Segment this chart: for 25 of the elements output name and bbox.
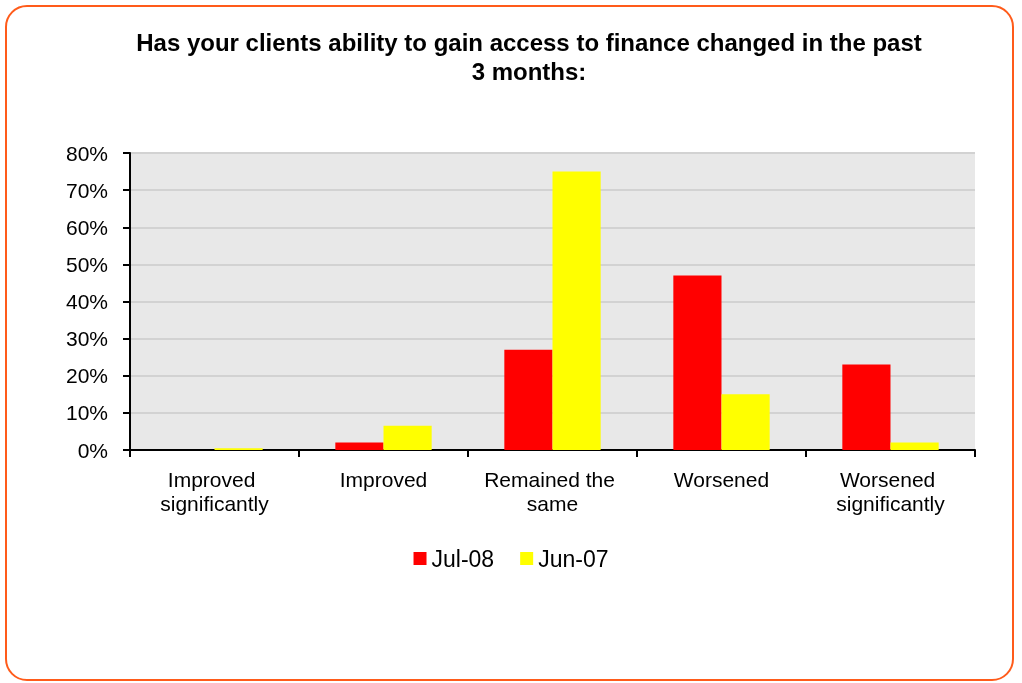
y-tick-label: 60% [65, 215, 108, 239]
chart-title: Has your clients ability to gain access to finance changed in the past 3 months: [135, 28, 923, 86]
bar [721, 394, 770, 450]
bar [383, 425, 432, 450]
y-tick-label: 20% [65, 364, 108, 388]
x-tick-label: Worsened [673, 467, 770, 491]
y-tick-label: 50% [65, 252, 108, 276]
y-tick-label: 70% [65, 178, 108, 202]
legend-label: Jul-08 [431, 545, 495, 572]
bar [842, 364, 891, 450]
y-tick-label: 10% [65, 401, 108, 425]
x-tick-label: Remained the same [484, 467, 621, 515]
legend-label: Jun-07 [538, 545, 609, 572]
bar [890, 442, 939, 450]
y-tick-label: 80% [65, 141, 108, 165]
x-tick-label: Worsened significantly [836, 467, 946, 515]
x-tick-label: Improved significantly [160, 467, 270, 515]
y-tick-label: 0% [77, 438, 108, 462]
y-tick-label: 40% [65, 290, 108, 313]
bar [673, 275, 722, 450]
bar [552, 171, 601, 450]
bar [504, 349, 553, 450]
x-tick-label: Improved [339, 467, 428, 491]
y-tick-label: 30% [65, 327, 108, 351]
bar [335, 442, 384, 450]
